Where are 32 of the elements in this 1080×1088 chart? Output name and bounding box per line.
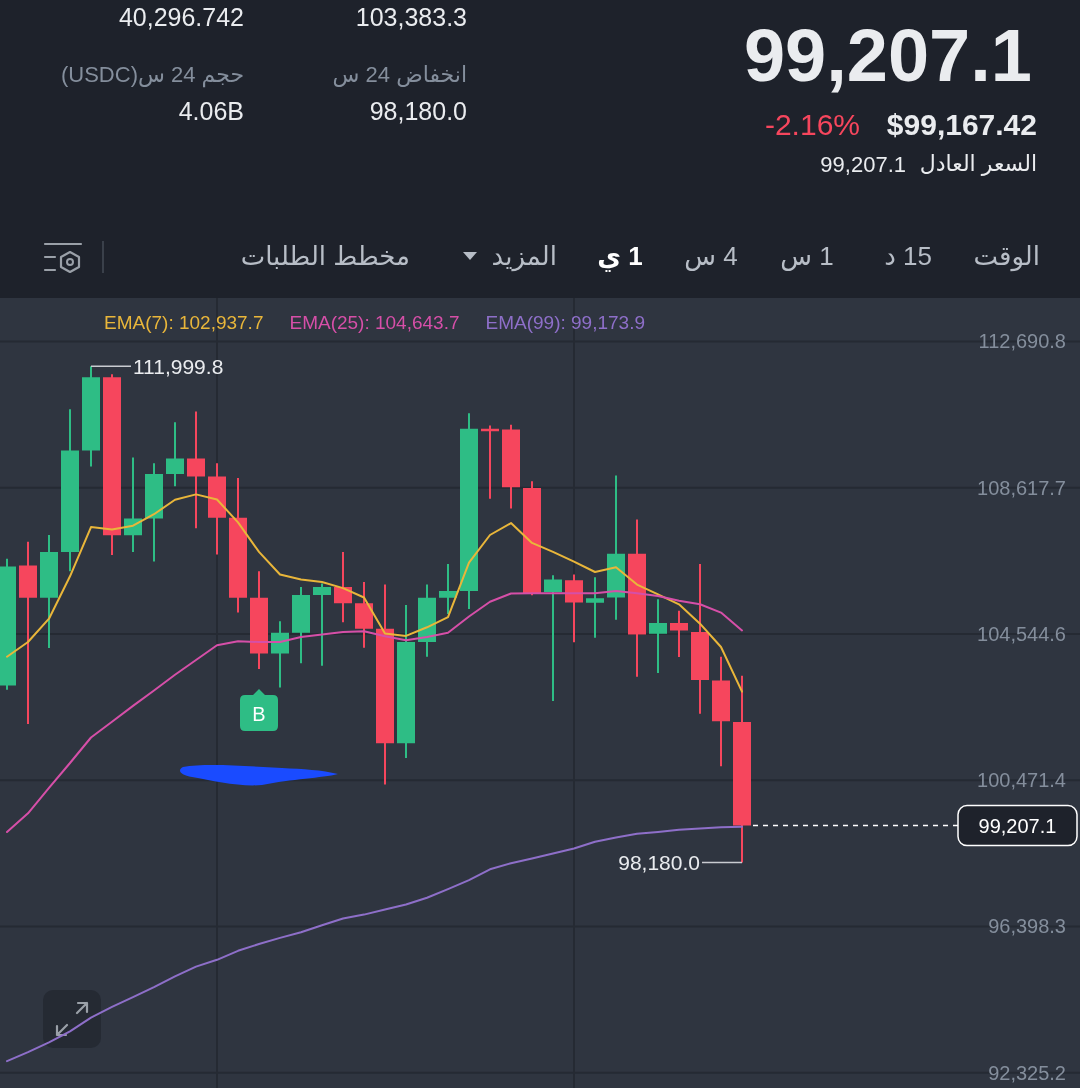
annotation: B <box>252 701 266 727</box>
legend: EMA(7): 102,937.7 EMA(25): 104,643.7 EMA(99): 99,173.9 <box>104 311 645 333</box>
text: -2.16% <box>764 107 860 144</box>
text: 4.06B <box>178 96 244 128</box>
text: 40,296.742 <box>118 2 244 34</box>
text: 1 س <box>780 239 834 273</box>
text: 1 ي <box>597 239 643 273</box>
text: الوقت <box>973 239 1040 273</box>
text: 4 س <box>684 239 738 273</box>
text: انخفاض 24 س <box>332 61 467 89</box>
ref-line-label: 99,207.1 <box>978 814 1057 837</box>
y-tick-label: 92,325.2 <box>988 1061 1066 1084</box>
text: 103,383.3 <box>355 2 467 34</box>
text: $99,167.42 <box>886 107 1037 144</box>
text: حجم 24 س(USDC) <box>60 61 244 89</box>
price-label: 99,207.1 <box>957 804 1078 847</box>
text: 98,180.0 <box>369 96 467 128</box>
text: السعر العادل <box>919 150 1037 178</box>
y-tick-label: 108,617.7 <box>977 476 1066 499</box>
text: مخطط الطلبات <box>240 239 410 273</box>
text: 99,207.1 <box>820 151 906 179</box>
y-tick-label: 100,471.4 <box>977 769 1066 792</box>
note: 111,999.8 <box>90 354 224 378</box>
annotation: 98,180.0 <box>618 850 700 874</box>
text: المزيد <box>491 239 557 273</box>
note: 98,180.0 <box>618 851 743 874</box>
text: 99,207.1 <box>743 12 1032 99</box>
y-tick-label: 96,398.3 <box>988 915 1066 938</box>
annotation: 111,999.8 <box>133 354 224 378</box>
text: 15 د <box>884 239 932 273</box>
y-tick-label: 112,690.8 <box>978 330 1066 353</box>
y-tick-label: 104,544.6 <box>977 622 1066 645</box>
